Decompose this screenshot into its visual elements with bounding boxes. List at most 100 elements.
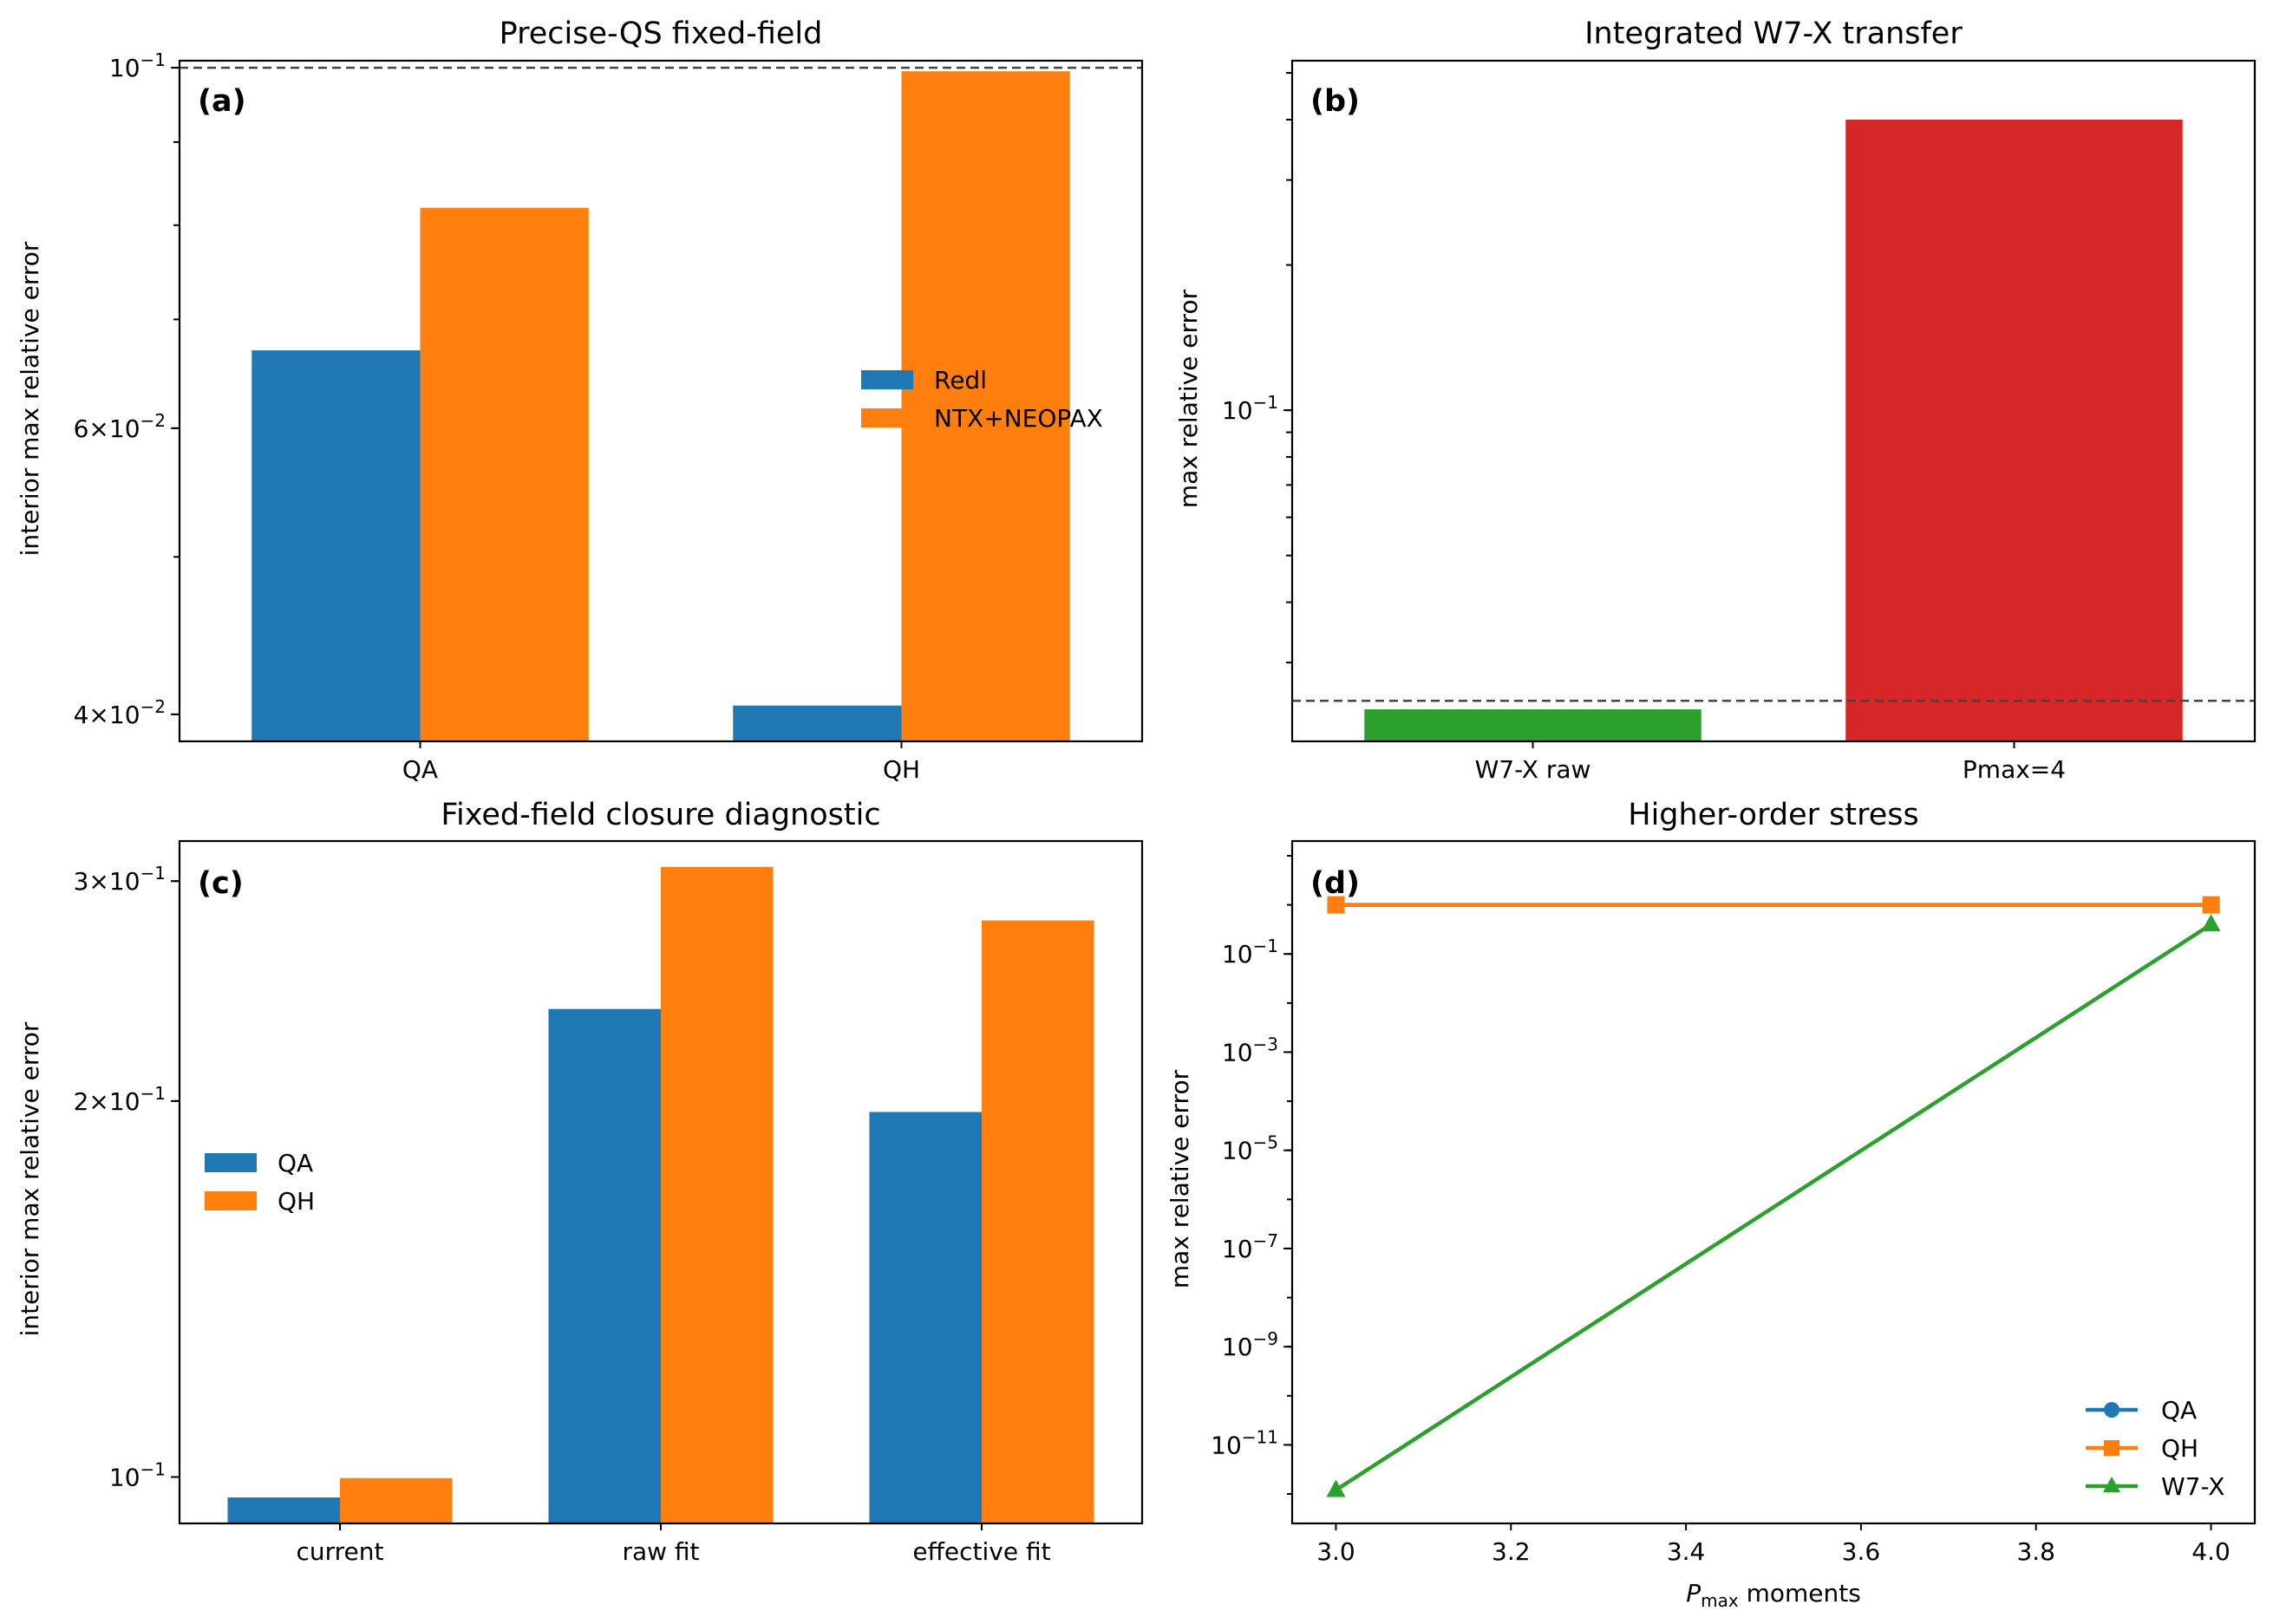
panel-d-xtick-label: 3.0 (1316, 1537, 1355, 1566)
panel-d-point-qh (2202, 896, 2220, 914)
panel-d-legend: QA QH W7-X (2086, 1396, 2224, 1501)
panel-c-bar-qh-raw-fit (661, 866, 774, 1523)
panel-b-bar-pmax-4 (1845, 120, 2183, 741)
panel-a-ytick-label-exponent: −1 (140, 49, 166, 70)
panel-b-ytick-label-exponent: −1 (1253, 392, 1278, 413)
panel-d-ytick-label: 10−1 (1222, 936, 1278, 969)
legend-swatch-redl (861, 370, 913, 389)
panel-d-point-w7-x (1326, 1479, 1346, 1497)
panel-b-title: Integrated W7-X transfer (1584, 16, 1963, 51)
panel-a-ytick-label-mantissa: 4×10 (74, 701, 140, 729)
panel-c-tag: (c) (198, 866, 244, 901)
panel-d-ytick-label-exponent: −3 (1253, 1034, 1278, 1054)
panel-d-ytick-label: 10−11 (1211, 1426, 1278, 1459)
panel-c-ytick-label-exponent: −1 (140, 863, 166, 884)
panel-a-ytick-label-mantissa: 6×10 (74, 414, 140, 443)
panel-b-plot-area: W7-X raw Pmax=4 10−1 (1222, 72, 2255, 784)
panel-d-ytick-label-exponent: −7 (1253, 1230, 1278, 1251)
panel-c-xtick-label: raw fit (622, 1537, 699, 1566)
panel-a: Precise-QS fixed-field interior max rela… (16, 16, 1144, 784)
panel-d-ytick-label-exponent: −9 (1253, 1328, 1278, 1349)
panel-d-ytick-label: 10−5 (1222, 1132, 1278, 1165)
legend-label-qa: QA (278, 1149, 313, 1177)
panel-c-bar-qa-current (227, 1497, 340, 1523)
panel-c-ytick-label-mantissa: 3×10 (74, 867, 140, 896)
panel-c-ylabel: interior max relative error (16, 1021, 44, 1336)
panel-d-ytick-label-base: 10 (1211, 1431, 1242, 1459)
panel-a-tag: (a) (198, 84, 246, 119)
panel-d-ytick-label-exponent: −5 (1253, 1132, 1278, 1153)
panel-a-ytick-label-base: 10 (109, 54, 140, 82)
panel-a-xtick-label: QH (883, 755, 920, 784)
panel-d-ytick-label: 10−7 (1222, 1230, 1278, 1263)
panel-b: Integrated W7-X transfer max relative er… (1174, 16, 2257, 784)
panel-d-xlabel-rest: moments (1739, 1579, 1861, 1608)
panel-c: Fixed-field closure diagnostic interior … (16, 798, 1144, 1566)
panel-d-xtick-label: 4.0 (2191, 1537, 2231, 1566)
panel-c-bar-qa-effective-fit (869, 1112, 982, 1523)
panel-d-point-qh (1327, 896, 1345, 914)
panel-d-series-line-w7-x (1335, 923, 2212, 1492)
panel-c-bar-qa-raw-fit (548, 1008, 661, 1523)
panel-c-title: Fixed-field closure diagnostic (441, 798, 880, 832)
panel-a-xtick-label: QA (402, 755, 438, 784)
panel-d-plot-area: 10−110−310−510−710−910−113.0 3.2 3.4 3.6 3.8… (1211, 854, 2231, 1566)
panel-d-xtick-label: 3.8 (2016, 1537, 2055, 1566)
legend-label-redl: Redl (934, 366, 987, 395)
legend-marker-qa (2104, 1402, 2120, 1418)
panel-b-xtick-label: W7-X raw (1475, 755, 1591, 784)
panel-c-legend: QA QH (205, 1149, 315, 1216)
legend-label-qa-line: QA (2161, 1396, 2197, 1425)
panel-d-ytick-label-exponent: −11 (1242, 1426, 1278, 1447)
panel-d-ytick-label: 10−9 (1222, 1328, 1278, 1361)
panel-a-bar-redl-qh (733, 705, 902, 741)
legend-label-qh-line: QH (2161, 1434, 2198, 1463)
panel-a-bar-redl-qa (251, 350, 421, 741)
panel-c-ytick-label-exponent: −1 (140, 1458, 166, 1479)
panel-d-ytick-label-base: 10 (1222, 1235, 1253, 1263)
panel-a-title: Precise-QS fixed-field (500, 16, 823, 51)
panel-b-tag: (b) (1310, 84, 1360, 119)
legend-swatch-qh (205, 1191, 257, 1210)
panel-b-bar-w7-x-raw (1364, 709, 1701, 741)
panel-c-plot-area: current raw fit effective fit3×10−12×10−11… (74, 863, 1094, 1566)
panel-c-ytick-label-mantissa: 2×10 (74, 1087, 140, 1116)
panel-b-ylabel: max relative error (1174, 289, 1203, 508)
panel-d-xtick-label: 3.4 (1667, 1537, 1706, 1566)
panel-d-xlabel-sub: max (1701, 1590, 1739, 1611)
panel-a-ytick-label-exponent: −2 (140, 410, 166, 431)
panel-d-point-w7-x (2201, 914, 2221, 932)
panel-d-xtick-label: 3.2 (1492, 1537, 1531, 1566)
panel-c-ytick-label: 10−1 (109, 1458, 166, 1491)
legend-swatch-ntx-neopax (861, 408, 913, 427)
panel-c-ytick-label: 2×10−1 (74, 1083, 166, 1116)
panel-b-ytick-label: 10−1 (1222, 392, 1278, 425)
panel-a-bar-ntx-neopax-qh (901, 71, 1070, 742)
panel-d-title: Higher-order stress (1628, 798, 1918, 832)
panel-c-bar-qh-current (340, 1477, 453, 1523)
legend-swatch-qa (205, 1153, 257, 1172)
panel-a-bar-ntx-neopax-qa (420, 207, 589, 741)
panel-c-bar-qh-effective-fit (982, 920, 1094, 1523)
panel-d-tag: (d) (1310, 866, 1360, 901)
panel-c-ytick-label-exponent: −1 (140, 1083, 166, 1104)
panel-d-xtick-label: 3.6 (1842, 1537, 1881, 1566)
panel-d-ytick-label-base: 10 (1222, 1333, 1253, 1361)
legend-marker-qh (2104, 1440, 2120, 1456)
panel-d-xlabel: Pmax moments (1686, 1579, 1861, 1611)
legend-label-w7x-line: W7-X (2161, 1472, 2224, 1501)
panel-a-legend: Redl NTX+NEOPAX (861, 366, 1103, 433)
panel-d-ytick-label-exponent: −1 (1253, 936, 1278, 956)
legend-marker-w7x (2103, 1477, 2120, 1492)
panel-d-xlabel-base: P (1686, 1579, 1701, 1608)
panel-d-ytick-label-base: 10 (1222, 1038, 1253, 1066)
panel-a-ytick-label: 4×10−2 (74, 696, 166, 729)
legend-label-qh: QH (278, 1187, 315, 1216)
panel-a-frame (178, 59, 1144, 743)
panel-d-ylabel: max relative error (1166, 1069, 1194, 1288)
legend-label-ntx-neopax: NTX+NEOPAX (934, 404, 1103, 433)
panel-c-xtick-label: current (296, 1537, 383, 1566)
panel-b-ytick-label-base: 10 (1222, 396, 1253, 425)
panel-c-frame (178, 839, 1144, 1525)
